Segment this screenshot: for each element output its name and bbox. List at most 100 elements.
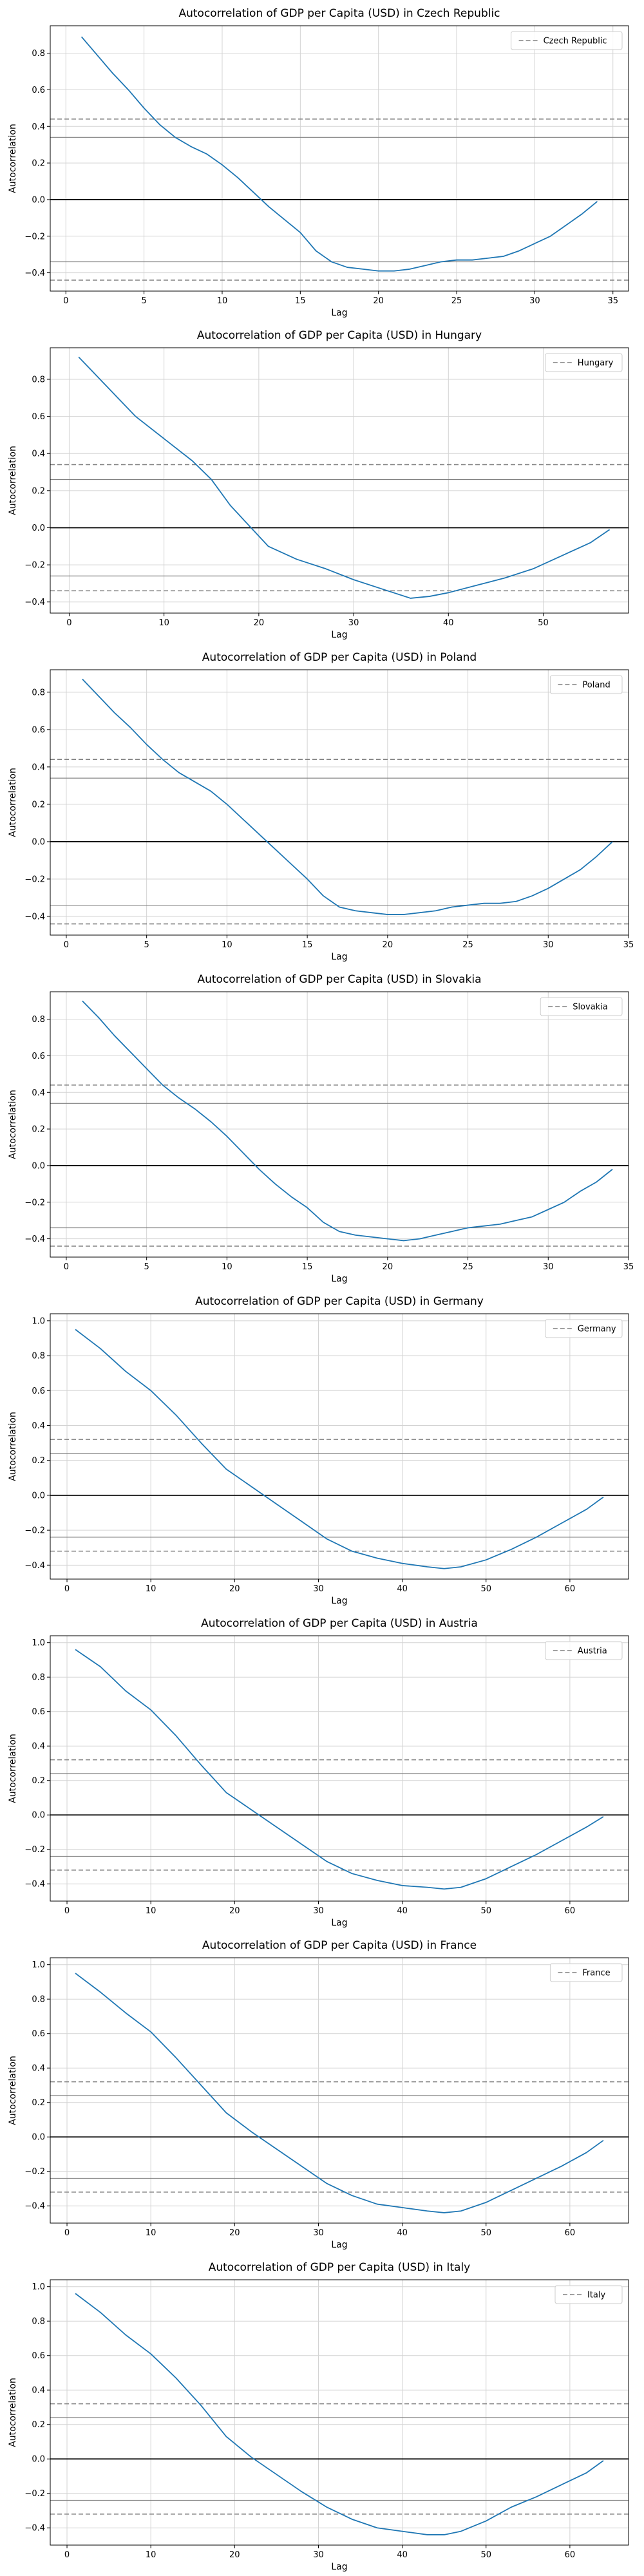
x-tick-label: 60 [565, 2550, 576, 2560]
x-tick-label: 0 [63, 296, 68, 306]
y-tick-label: 0.2 [32, 1776, 45, 1786]
autocorrelation-line [75, 1649, 604, 1890]
y-tick-label: 0.8 [32, 1352, 45, 1361]
chart-title: Autocorrelation of GDP per Capita (USD) … [197, 973, 481, 986]
reference-lines [50, 1759, 629, 1871]
legend-box [540, 997, 623, 1016]
y-axis-label: Autocorrelation [8, 2056, 18, 2125]
x-tick-label: 30 [313, 1906, 324, 1916]
y-tick-label: 0.4 [32, 1088, 45, 1098]
y-tick-label: 0.0 [32, 195, 45, 205]
x-tick-label: 20 [373, 296, 384, 306]
y-tick-label: 0.4 [32, 1421, 45, 1431]
legend-label: Austria [578, 1647, 607, 1656]
y-tick-label: −0.2 [24, 2167, 45, 2177]
reference-lines [50, 464, 629, 592]
x-tick-label: 0 [64, 2228, 70, 2238]
x-tick-label: 5 [144, 1262, 149, 1272]
plot-frame [50, 991, 629, 1258]
y-tick-label: −0.4 [24, 269, 45, 278]
legend-box [545, 1319, 623, 1338]
legend: Austria [545, 1641, 623, 1660]
reference-lines [50, 1084, 629, 1247]
grid [50, 348, 629, 613]
x-tick-label: 10 [222, 940, 232, 950]
y-tick-label: −0.2 [24, 1526, 45, 1536]
x-tick-label: 10 [217, 296, 228, 306]
y-tick-label: −0.2 [24, 875, 45, 884]
x-tick-label: 40 [397, 2228, 408, 2238]
y-tick-label: 0.2 [32, 800, 45, 810]
legend-box [545, 1641, 623, 1660]
x-tick-label: 10 [222, 1262, 232, 1272]
chart-panel-hungary: 0 10 20 30 40 50 −0.4 −0.2 0.0 0.2 0.4 0.6 0.8 Autoco… [8, 329, 629, 640]
x-tick-label: 50 [480, 1906, 491, 1916]
x-axis-label: Lag [331, 308, 347, 318]
reference-lines [50, 1439, 629, 1552]
y-tick-label: 1.0 [32, 2282, 45, 2292]
chart-title: Autocorrelation of GDP per Capita (USD) … [197, 329, 482, 342]
y-tick-label: 0.6 [32, 2029, 45, 2039]
x-tick-label: 0 [66, 618, 71, 628]
y-tick-label: −0.4 [24, 1561, 45, 1571]
y-tick-label: −0.4 [24, 1880, 45, 1889]
chart-title: Autocorrelation of GDP per Capita (USD) … [195, 1295, 484, 1308]
chart-panel-italy: 0 10 20 30 40 50 60 −0.4 −0.2 0.0 0.2 0.4 0.6 0.8 1.0 A… [8, 2261, 629, 2572]
x-tick-label: 30 [348, 618, 359, 628]
chart-panel-slovakia: 0 5 10 15 20 25 30 35 −0.4 −0.2 0.0 0.2 0.4 0.6 0.8 Aut… [8, 973, 634, 1284]
y-tick-label: 0.8 [32, 375, 45, 384]
y-tick-label: 0.6 [32, 412, 45, 422]
x-tick-label: 20 [229, 1584, 240, 1594]
x-tick-label: 25 [451, 296, 462, 306]
series [82, 678, 613, 915]
y-tick-label: 0.6 [32, 1387, 45, 1396]
x-tick-label: 40 [397, 1906, 408, 1916]
y-tick-label: 0.8 [32, 1673, 45, 1683]
chart-panel-germany: 0 10 20 30 40 50 60 −0.4 −0.2 0.0 0.2 0.4 0.6 0.8 1.0 A… [8, 1295, 629, 1606]
y-tick-label: −0.4 [24, 1235, 45, 1244]
legend-box [549, 1963, 623, 1982]
x-tick-label: 35 [623, 940, 634, 950]
x-tick-label: 20 [229, 2228, 240, 2238]
chart-panel-austria: 0 10 20 30 40 50 60 −0.4 −0.2 0.0 0.2 0.4 0.6 0.8 1.0 A… [8, 1617, 629, 1928]
reference-lines [50, 759, 629, 925]
x-tick-label: 20 [383, 940, 393, 950]
y-tick-label: 0.0 [32, 2133, 45, 2143]
x-tick-label: 20 [254, 618, 265, 628]
chart-title: Autocorrelation of GDP per Capita (USD) … [201, 1617, 478, 1630]
series [75, 2293, 604, 2535]
grid [50, 670, 629, 935]
x-tick-label: 15 [302, 1262, 313, 1272]
x-tick-label: 40 [443, 618, 454, 628]
y-tick-label: −0.4 [24, 2202, 45, 2211]
x-tick-label: 0 [64, 1262, 69, 1272]
y-tick-label: 0.2 [32, 1125, 45, 1135]
plot-frame [50, 25, 629, 292]
legend-box [554, 2285, 623, 2304]
y-tick-label: −0.4 [24, 2524, 45, 2533]
y-tick-label: 0.0 [32, 2455, 45, 2465]
x-tick-label: 50 [480, 1584, 491, 1594]
legend: France [549, 1963, 623, 1982]
x-tick-label: 20 [229, 1906, 240, 1916]
x-tick-label: 20 [229, 2550, 240, 2560]
x-tick-label: 25 [462, 1262, 473, 1272]
x-tick-label: 0 [64, 1584, 70, 1594]
series [75, 1973, 604, 2213]
y-tick-label: 0.8 [32, 1015, 45, 1025]
series [78, 356, 611, 599]
x-tick-label: 30 [313, 2228, 324, 2238]
y-tick-label: 0.2 [32, 1456, 45, 1466]
x-tick-label: 40 [397, 1584, 408, 1594]
y-tick-label: 0.8 [32, 1995, 45, 2005]
grid [50, 1636, 629, 1901]
x-tick-label: 60 [565, 1584, 576, 1594]
legend-box [549, 675, 623, 694]
y-axis-label: Autocorrelation [8, 768, 18, 837]
x-tick-label: 10 [146, 1906, 156, 1916]
y-axis-label: Autocorrelation [8, 1412, 18, 1481]
ticks: 0 10 20 30 40 50 60 −0.4 −0.2 0.0 0.2 0.4 0.6 0.8 1.0 [24, 1960, 575, 2238]
series [80, 36, 598, 272]
plot-frame [50, 1313, 629, 1580]
x-axis-label: Lag [331, 2562, 347, 2572]
